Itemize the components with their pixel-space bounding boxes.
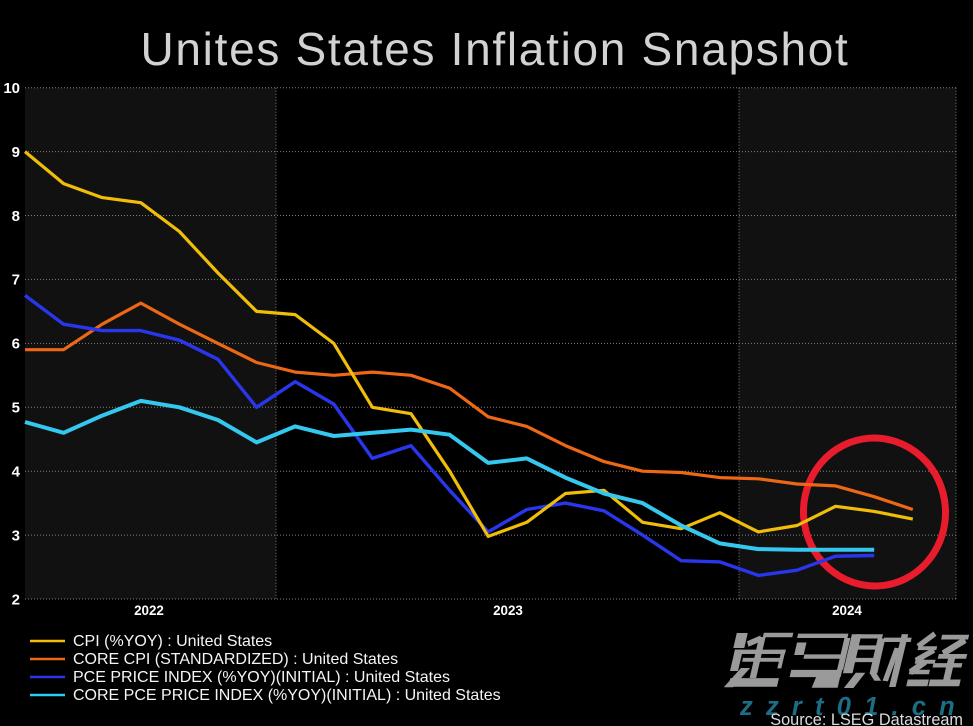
svg-text:zzrt01.cn: zzrt01.cn [739,693,968,721]
svg-text:2022: 2022 [134,603,164,618]
svg-text:8: 8 [12,208,20,225]
svg-text:9: 9 [12,144,20,161]
svg-text:3: 3 [12,527,20,544]
svg-text:4: 4 [12,464,21,481]
svg-text:CORE CPI (STANDARDIZED) : Unit: CORE CPI (STANDARDIZED) : United States [73,651,398,668]
svg-text:5: 5 [12,400,20,417]
svg-text:2024: 2024 [832,603,862,618]
svg-text:CORE PCE PRICE INDEX (%YOY)(IN: CORE PCE PRICE INDEX (%YOY)(INITIAL) : U… [73,687,501,704]
svg-text:6: 6 [12,336,20,353]
svg-text:Unites States Inflation Snapsh: Unites States Inflation Snapshot [140,23,849,75]
svg-text:7: 7 [12,272,20,289]
svg-text:Source: LSEG Datastream: Source: LSEG Datastream [770,711,963,726]
svg-text:10: 10 [3,80,20,97]
svg-text:2023: 2023 [493,603,523,618]
svg-text:CPI (%YOY) : United States: CPI (%YOY) : United States [73,633,272,650]
svg-text:PCE PRICE INDEX (%YOY)(INITIAL: PCE PRICE INDEX (%YOY)(INITIAL) : United… [73,669,450,686]
svg-text:2: 2 [12,591,20,608]
